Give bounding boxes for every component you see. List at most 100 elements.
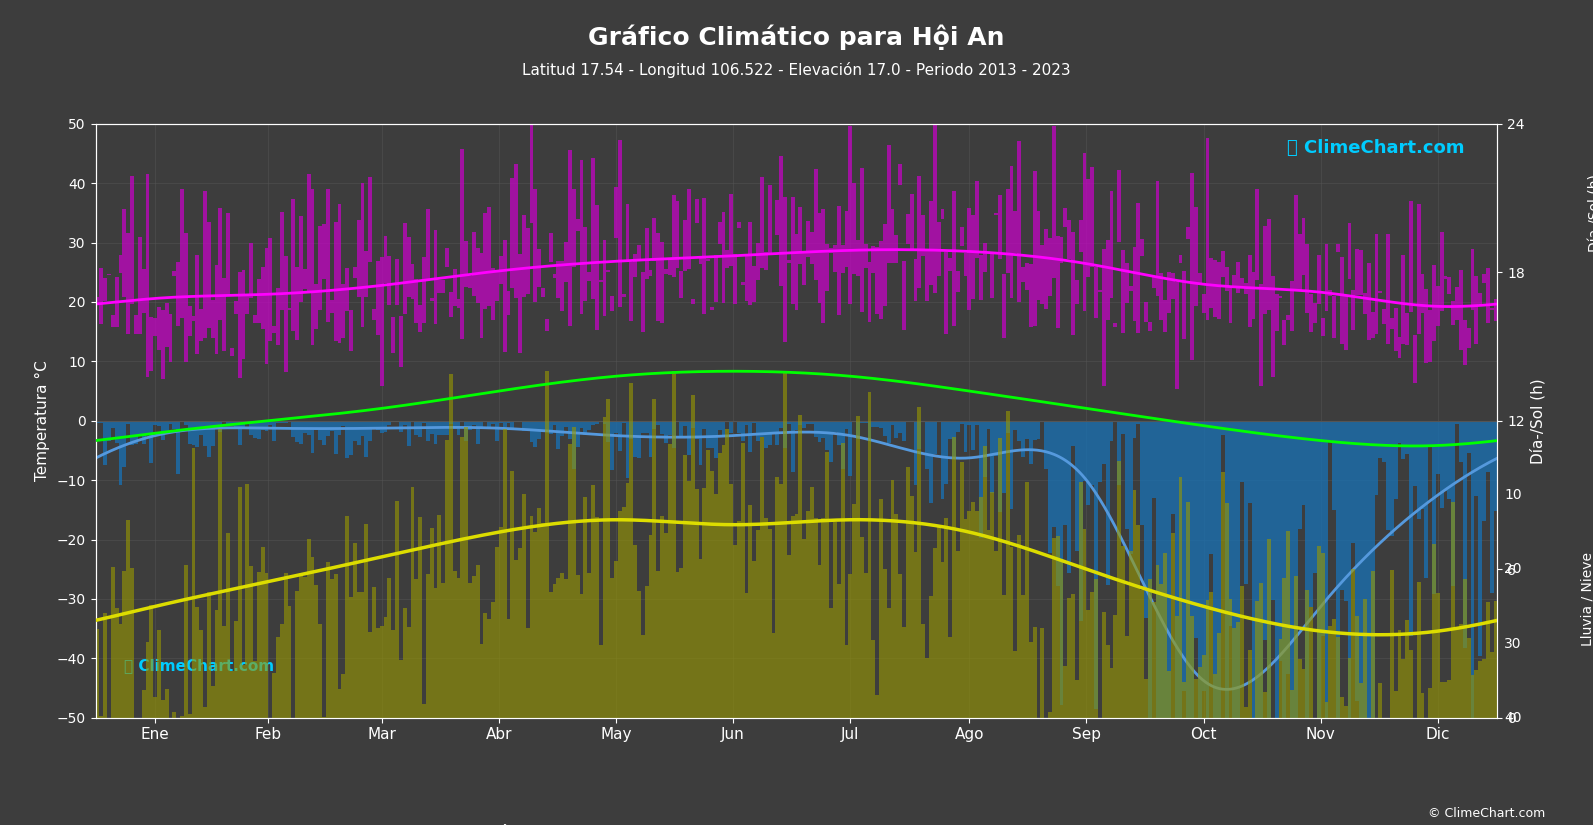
Bar xyxy=(1152,276,1155,288)
Bar xyxy=(319,226,322,310)
Bar xyxy=(883,569,887,718)
Bar xyxy=(569,421,572,440)
Bar xyxy=(1443,421,1448,492)
Bar xyxy=(242,665,245,718)
Bar xyxy=(433,588,438,718)
Bar xyxy=(572,421,575,469)
Bar xyxy=(841,245,844,273)
Bar xyxy=(1421,274,1424,313)
Bar xyxy=(1489,652,1494,718)
Bar xyxy=(784,371,787,718)
Bar xyxy=(452,269,457,306)
Bar xyxy=(637,592,640,718)
Bar xyxy=(1255,421,1260,718)
Bar xyxy=(1440,232,1443,310)
Bar xyxy=(1263,226,1266,314)
Bar xyxy=(245,294,249,314)
Bar xyxy=(183,565,188,718)
Bar xyxy=(199,421,204,435)
Bar xyxy=(1236,421,1239,718)
Bar xyxy=(314,421,319,431)
Bar xyxy=(303,269,307,289)
Bar xyxy=(1129,286,1133,290)
Bar xyxy=(379,626,384,718)
Bar xyxy=(1005,190,1010,272)
Bar xyxy=(158,307,161,350)
Bar xyxy=(648,270,653,276)
Bar xyxy=(741,282,744,285)
Bar xyxy=(196,255,199,354)
Bar xyxy=(438,421,441,436)
Bar xyxy=(169,314,172,361)
Bar xyxy=(158,421,161,426)
Bar xyxy=(468,276,472,288)
Bar xyxy=(953,191,956,326)
Bar xyxy=(1064,421,1067,525)
Bar xyxy=(1029,421,1032,464)
Bar xyxy=(1290,421,1294,718)
Bar xyxy=(822,209,825,323)
Bar xyxy=(1410,650,1413,718)
Bar xyxy=(738,521,741,718)
Bar xyxy=(653,218,656,261)
Bar xyxy=(1252,421,1255,718)
Bar xyxy=(1337,421,1340,718)
Bar xyxy=(180,421,183,422)
Bar xyxy=(322,421,327,446)
Bar xyxy=(1121,250,1125,332)
Bar xyxy=(438,280,441,293)
Bar xyxy=(341,674,346,718)
Bar xyxy=(1075,421,1078,551)
Bar xyxy=(588,573,591,718)
Bar xyxy=(164,689,169,718)
Bar xyxy=(602,240,607,316)
Bar xyxy=(288,606,292,718)
Bar xyxy=(425,574,430,718)
Bar xyxy=(1370,312,1375,337)
Bar xyxy=(1451,301,1454,324)
Bar xyxy=(1459,270,1462,350)
Bar xyxy=(346,516,349,718)
Bar xyxy=(703,421,706,429)
Bar xyxy=(126,233,131,334)
Bar xyxy=(1083,421,1086,481)
Bar xyxy=(828,421,833,462)
Bar xyxy=(1279,421,1282,661)
Bar xyxy=(191,421,196,446)
Bar xyxy=(765,252,768,270)
Bar xyxy=(1405,421,1410,454)
Bar xyxy=(180,189,183,318)
Bar xyxy=(1070,594,1075,718)
Bar xyxy=(575,421,580,447)
Bar xyxy=(1013,211,1018,253)
Bar xyxy=(599,280,602,282)
Bar xyxy=(153,318,158,337)
Bar xyxy=(757,530,760,718)
Bar xyxy=(349,597,354,718)
Bar xyxy=(879,499,883,718)
Bar xyxy=(1429,421,1432,445)
Bar xyxy=(580,160,583,314)
Bar xyxy=(1475,421,1478,497)
Bar xyxy=(191,317,196,321)
Bar xyxy=(852,504,855,718)
Bar xyxy=(1067,219,1070,259)
Bar xyxy=(621,507,626,718)
Bar xyxy=(1429,310,1432,361)
Bar xyxy=(890,479,894,718)
Bar xyxy=(422,705,425,718)
Bar xyxy=(373,309,376,320)
Bar xyxy=(268,421,272,425)
Bar xyxy=(441,583,444,718)
Bar xyxy=(487,206,491,306)
Bar xyxy=(1440,681,1443,718)
Bar xyxy=(1394,421,1397,498)
Bar xyxy=(472,421,476,426)
Bar xyxy=(875,247,879,314)
Bar xyxy=(914,259,918,301)
Bar xyxy=(798,421,803,425)
Bar xyxy=(918,421,921,449)
Bar xyxy=(695,199,699,223)
Bar xyxy=(1171,421,1174,514)
Bar xyxy=(860,537,863,718)
